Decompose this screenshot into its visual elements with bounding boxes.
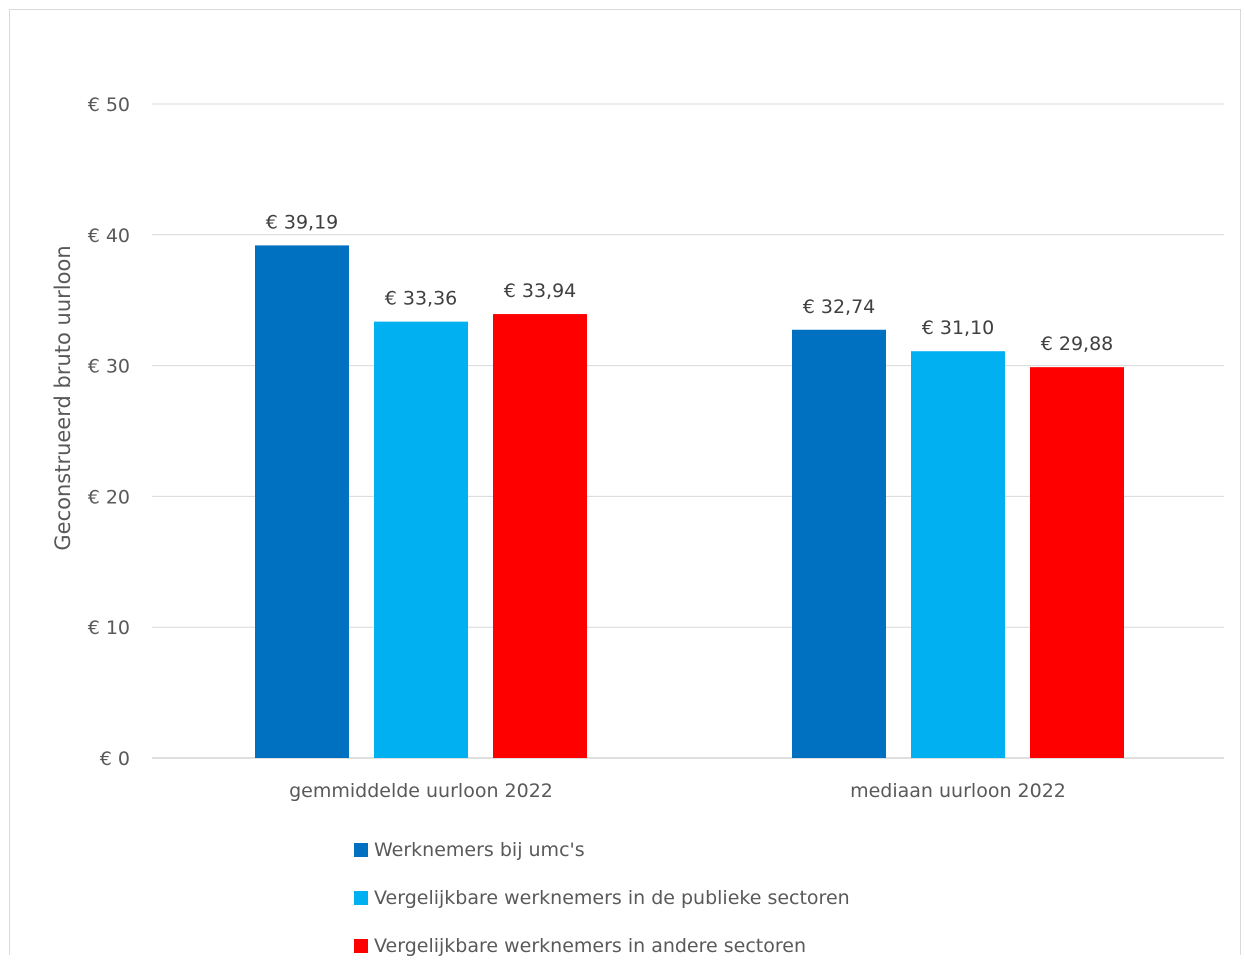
x-category-label: mediaan uurloon 2022 (850, 780, 1066, 802)
y-axis-title: Geconstrueerd bruto uurloon (51, 245, 75, 550)
y-tick-label: € 0 (100, 748, 130, 770)
legend-swatch-publieke-sectoren (354, 891, 368, 905)
legend-swatch-andere-sectoren (354, 939, 368, 953)
x-category-label: gemmiddelde uurloon 2022 (289, 780, 553, 802)
y-tick-label: € 10 (88, 617, 130, 639)
bar (1030, 367, 1124, 758)
data-label: € 33,94 (504, 280, 577, 302)
y-tick-label: € 30 (88, 356, 130, 378)
bar (255, 245, 349, 759)
bar (911, 351, 1005, 758)
legend: Werknemers bij umc's Vergelijkbare werkn… (354, 826, 850, 970)
data-label: € 33,36 (385, 288, 458, 310)
legend-label-publieke-sectoren: Vergelijkbare werknemers in de publieke … (374, 887, 850, 909)
legend-item-andere-sectoren: Vergelijkbare werknemers in andere secto… (354, 922, 850, 970)
legend-label-umc: Werknemers bij umc's (374, 839, 585, 861)
legend-label-andere-sectoren: Vergelijkbare werknemers in andere secto… (374, 935, 806, 957)
y-tick-label: € 50 (88, 94, 130, 116)
data-label: € 39,19 (266, 211, 339, 233)
data-label: € 29,88 (1041, 333, 1114, 355)
bar (792, 329, 886, 758)
data-label: € 32,74 (803, 296, 876, 318)
data-label: € 31,10 (922, 317, 995, 339)
y-tick-label: € 20 (88, 486, 130, 508)
legend-swatch-umc (354, 843, 368, 857)
bar (493, 314, 587, 758)
legend-item-umc: Werknemers bij umc's (354, 826, 850, 874)
bar (374, 321, 468, 758)
y-tick-label: € 40 (88, 225, 130, 247)
legend-item-publieke-sectoren: Vergelijkbare werknemers in de publieke … (354, 874, 850, 922)
